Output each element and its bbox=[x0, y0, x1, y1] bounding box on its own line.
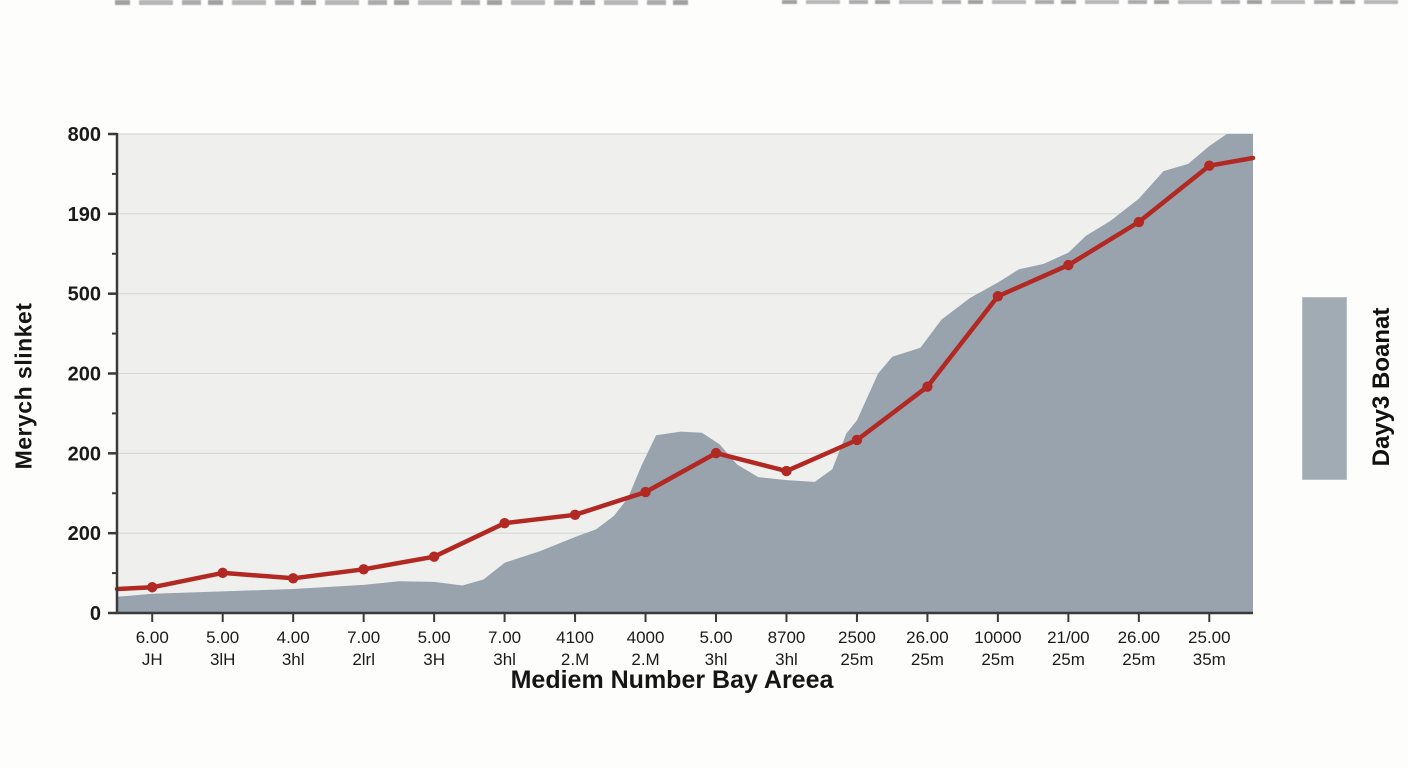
x-tick-label-top: 26.00 bbox=[906, 628, 949, 647]
cropped-text-artifact-right bbox=[782, 0, 1404, 4]
data-point-marker bbox=[640, 486, 651, 498]
data-point-marker bbox=[1204, 160, 1215, 171]
y-tick-label: 200 bbox=[68, 523, 101, 545]
y-tick-label: 800 bbox=[68, 124, 101, 146]
x-tick-label-top: 7.00 bbox=[488, 628, 521, 647]
legend-label: Dayy3 Boanat bbox=[1368, 307, 1395, 467]
x-tick-label-top: 6.00 bbox=[136, 628, 169, 647]
x-tick-label-top: 8700 bbox=[768, 628, 806, 647]
data-point-marker bbox=[147, 582, 158, 593]
data-point-marker bbox=[217, 567, 228, 579]
y-axis-title: Merych slinket bbox=[10, 302, 37, 470]
x-tick-label-bottom: 25m bbox=[981, 650, 1014, 669]
y-tick-label: 200 bbox=[68, 364, 101, 386]
x-tick-label-top: 4.00 bbox=[277, 628, 310, 647]
cropped-text-artifact-left bbox=[115, 0, 693, 5]
data-point-marker bbox=[1063, 259, 1074, 271]
x-tick-label-bottom: JH bbox=[142, 650, 163, 669]
x-tick-label-top: 26.00 bbox=[1118, 628, 1161, 647]
x-tick-label-bottom: 2lrl bbox=[352, 650, 375, 669]
y-tick-label: 500 bbox=[68, 284, 101, 306]
x-tick-label-bottom: 25m bbox=[1122, 650, 1155, 669]
data-point-marker bbox=[569, 509, 581, 521]
x-tick-label-bottom: 25m bbox=[1052, 650, 1085, 669]
x-tick-label-bottom: 25m bbox=[840, 650, 873, 669]
y-tick-label: 200 bbox=[68, 443, 101, 465]
x-tick-label-top: 5.00 bbox=[699, 628, 732, 647]
line-series bbox=[114, 155, 1256, 592]
area-series bbox=[117, 134, 1253, 613]
data-point-marker bbox=[781, 465, 792, 477]
x-tick-label-top: 5.00 bbox=[418, 628, 451, 647]
x-axis-title: Mediem Number Bay Areea bbox=[510, 666, 834, 694]
legend: Dayy3 Boanat bbox=[1302, 297, 1402, 480]
x-tick-label-bottom: 3hl bbox=[282, 650, 305, 669]
x-tick-label-top: 2500 bbox=[838, 628, 876, 647]
legend-swatch bbox=[1302, 297, 1347, 480]
x-tick-label-top: 5.00 bbox=[206, 628, 239, 647]
x-tick-label-top: 21/00 bbox=[1047, 628, 1090, 647]
x-tick-label-bottom: 2.M bbox=[631, 650, 659, 669]
x-tick-label-bottom: 3hl bbox=[775, 650, 798, 669]
data-point-marker bbox=[710, 447, 722, 459]
x-tick-label-top: 4000 bbox=[627, 628, 665, 647]
data-point-marker bbox=[358, 564, 369, 575]
x-tick-label-bottom: 3H bbox=[423, 650, 445, 669]
data-point-marker bbox=[428, 551, 440, 562]
data-point-marker bbox=[992, 291, 1004, 302]
x-tick-label-bottom: 3lH bbox=[210, 650, 236, 669]
data-point-marker bbox=[851, 434, 863, 446]
data-point-marker bbox=[499, 517, 510, 529]
data-point-marker bbox=[1133, 216, 1145, 228]
y-tick-label: 0 bbox=[90, 603, 101, 625]
x-tick-label-bottom: 3hl bbox=[705, 650, 728, 669]
x-tick-label-bottom: 25m bbox=[911, 650, 944, 669]
data-point-marker bbox=[287, 573, 299, 584]
data-point-marker bbox=[922, 381, 933, 392]
x-tick-label-bottom: 2.M bbox=[561, 650, 589, 669]
x-tick-label-top: 10000 bbox=[974, 628, 1021, 647]
x-tick-label-bottom: 35m bbox=[1193, 650, 1226, 669]
x-tick-label-top: 7.00 bbox=[347, 628, 380, 647]
x-tick-label-top: 25.00 bbox=[1188, 628, 1231, 647]
x-tick-label-bottom: 3hl bbox=[493, 650, 516, 669]
x-tick-label-top: 4100 bbox=[556, 628, 594, 647]
y-tick-label: 190 bbox=[68, 204, 101, 226]
